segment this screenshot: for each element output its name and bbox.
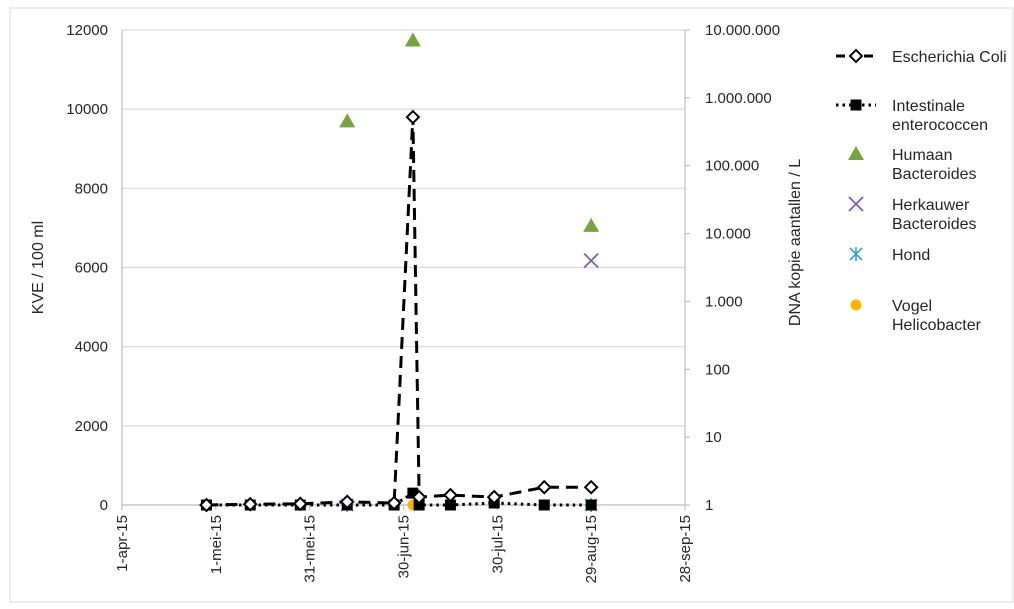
y-right-tick-label: 1.000 (705, 293, 743, 310)
legend-label: Hond (892, 247, 930, 264)
y-right-tick-label: 10 (705, 429, 722, 446)
legend-item: Intestinale enterococcen (836, 98, 988, 134)
y-left-tick-label: 10000 (66, 101, 108, 118)
legend-marker (850, 99, 862, 111)
y-left-tick-label: 6000 (75, 260, 108, 277)
data-point (405, 109, 421, 125)
legend-marker (848, 146, 864, 160)
legend-item: Hond (849, 247, 930, 264)
data-point (411, 489, 427, 505)
legend-label: Helicobacter (892, 317, 982, 334)
legend-marker (849, 247, 863, 261)
chart-frame (9, 7, 1014, 603)
data-point (536, 479, 552, 495)
legend-marker (848, 196, 864, 212)
x-tick-label: 28-sep-15 (677, 515, 694, 583)
data-point (199, 497, 214, 513)
y-right-ticks: 1 10 100 1.000 10.000 100.000 1.000.000 10.000.… (685, 22, 780, 514)
y-right-tick-label: 1.000.000 (705, 90, 772, 107)
y-left-tick-label: 12000 (66, 22, 108, 39)
legend-label: Bacteroides (892, 166, 977, 183)
x-tick-label: 30-jun-15 (396, 515, 413, 578)
legend-label: Escherichia Coli (892, 49, 1007, 66)
x-tick-label: 31-mei-15 (302, 515, 319, 583)
legend-item: Vogel Helicobacter (850, 298, 982, 334)
y-right-tick-label: 100 (705, 361, 730, 378)
data-point (538, 499, 550, 511)
legend-marker (850, 299, 862, 311)
legend-item: Humaan Bacteroides (848, 146, 977, 183)
x-tick-label: 30-jul-15 (489, 515, 506, 573)
legend-label: enterococcen (892, 117, 988, 134)
y-left-ticks: 0 2000 4000 6000 8000 10000 12000 (66, 22, 108, 514)
x-tick-label: 1-mei-15 (208, 515, 225, 574)
y-left-tick-label: 8000 (75, 180, 108, 197)
data-point (413, 499, 425, 511)
legend-label: Bacteroides (892, 216, 977, 233)
y-left-tick-label: 2000 (75, 418, 108, 435)
data-point (583, 252, 599, 269)
data-point-stroke (583, 252, 599, 269)
x-tick-label: 1-apr-15 (114, 515, 131, 572)
series-0 (199, 109, 599, 513)
data-point (292, 496, 308, 512)
data-point (583, 479, 599, 495)
series-3 (583, 252, 599, 269)
legend: Escherichia Coli Intestinale enterococcen H… (836, 48, 1007, 334)
legend-label: Vogel (892, 298, 932, 315)
data-point (585, 499, 597, 511)
y-left-axis-title: KVE / 100 ml (30, 221, 47, 314)
data-point (583, 217, 600, 232)
series-2 (339, 32, 600, 232)
y-right-tick-label: 1 (705, 497, 713, 514)
legend-label: Intestinale (892, 98, 965, 115)
data-point (242, 496, 258, 512)
gridlines (122, 29, 685, 506)
legend-marker (848, 48, 864, 64)
y-right-tick-label: 10.000 (705, 226, 751, 243)
data-point (339, 113, 356, 128)
data-point (386, 495, 402, 511)
data-point (407, 487, 419, 499)
data-point (404, 32, 421, 47)
legend-label: Humaan (892, 147, 952, 164)
data-point (444, 499, 456, 511)
x-ticks: 1-apr-15 1-mei-15 31-mei-15 30-jun-15 30-jul… (114, 505, 694, 583)
legend-item: Herkauwer Bacteroides (848, 196, 977, 233)
data-point (339, 494, 355, 510)
y-right-tick-label: 10.000.000 (705, 22, 780, 39)
data-point (443, 487, 458, 503)
y-right-tick-label: 100.000 (705, 158, 759, 175)
data-point (486, 489, 502, 505)
y-left-tick-label: 4000 (75, 339, 108, 356)
x-tick-label: 29-aug-15 (583, 515, 600, 583)
legend-label: Herkauwer (892, 197, 970, 214)
y-right-axis-title: DNA kopie aantallen / L (787, 159, 804, 326)
legend-item: Escherichia Coli (836, 48, 1007, 66)
y-left-tick-label: 0 (100, 497, 108, 514)
legend-marker-stroke (848, 196, 864, 212)
